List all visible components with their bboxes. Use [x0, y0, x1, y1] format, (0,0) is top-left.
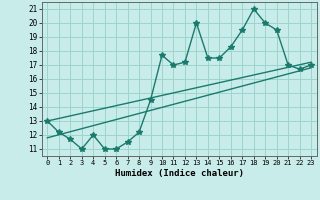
X-axis label: Humidex (Indice chaleur): Humidex (Indice chaleur): [115, 169, 244, 178]
